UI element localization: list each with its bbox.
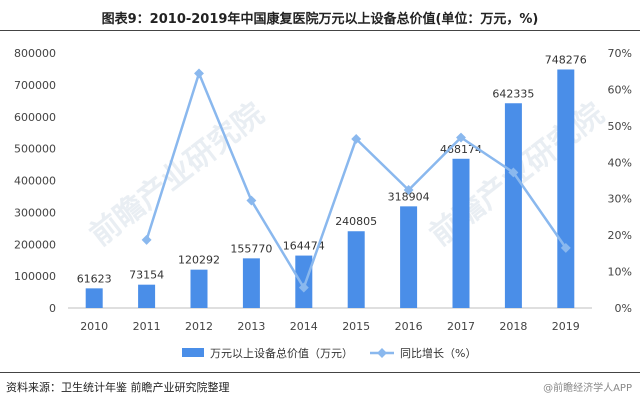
left-axis-tick-label: 600000 bbox=[14, 111, 56, 124]
bar bbox=[242, 258, 260, 308]
bar-data-label: 120292 bbox=[178, 254, 220, 267]
legend-bar-label: 万元以上设备总价值（万元） bbox=[210, 346, 353, 360]
right-axis-tick-label: 50% bbox=[608, 120, 632, 133]
left-axis-tick-label: 300000 bbox=[14, 206, 56, 219]
bar-data-label: 642335 bbox=[492, 87, 534, 100]
left-axis-tick-label: 400000 bbox=[14, 175, 56, 188]
x-axis-tick-label: 2019 bbox=[552, 320, 580, 333]
left-axis-tick-label: 200000 bbox=[14, 238, 56, 251]
x-axis-tick-label: 2010 bbox=[80, 320, 108, 333]
growth-point-marker bbox=[298, 282, 309, 293]
right-axis-tick-label: 20% bbox=[608, 229, 632, 242]
bar-data-label: 164474 bbox=[283, 240, 325, 253]
bar bbox=[557, 69, 575, 308]
bar bbox=[295, 255, 313, 308]
legend-line-marker bbox=[377, 348, 387, 358]
bar bbox=[347, 231, 365, 308]
x-axis-tick-label: 2014 bbox=[290, 320, 318, 333]
right-axis: 0% 10% 20% 30% 40% 50% 60% 70% bbox=[608, 47, 632, 315]
growth-point-marker bbox=[141, 234, 152, 245]
x-axis-tick-label: 2015 bbox=[342, 320, 370, 333]
bar bbox=[504, 103, 522, 308]
growth-point-marker bbox=[560, 242, 571, 253]
bar-data-labels: 61623 73154 120292 155770 164474 240805 318904… bbox=[77, 53, 587, 285]
growth-point-marker bbox=[403, 185, 414, 195]
growth-point-marker bbox=[194, 68, 204, 79]
bar-data-label: 240805 bbox=[335, 215, 377, 228]
legend-line-label: 同比增长（%） bbox=[400, 346, 476, 360]
right-axis-tick-label: 60% bbox=[608, 83, 632, 96]
app-mark: @前瞻经济学人APP bbox=[543, 383, 632, 394]
growth-point-marker bbox=[246, 195, 257, 206]
bar bbox=[138, 284, 156, 308]
x-axis: 2010 2011 2012 2013 2014 2015 2016 2017 2018 2019 bbox=[80, 320, 580, 333]
bar-series bbox=[85, 69, 575, 308]
left-axis-tick-label: 0 bbox=[49, 302, 56, 315]
growth-line-series bbox=[141, 68, 571, 293]
bar-data-label: 318904 bbox=[388, 190, 430, 203]
x-axis-tick-label: 2017 bbox=[447, 320, 475, 333]
legend-bar-swatch bbox=[182, 348, 204, 357]
footer-rule bbox=[0, 372, 640, 373]
x-axis-tick-label: 2016 bbox=[395, 320, 423, 333]
left-axis-tick-label: 800000 bbox=[14, 47, 56, 60]
growth-point-marker bbox=[351, 134, 362, 144]
left-axis: 0 100000 200000 300000 400000 500000 600000 700… bbox=[14, 47, 56, 315]
left-axis-tick-label: 700000 bbox=[14, 79, 56, 92]
x-axis-tick-label: 2013 bbox=[237, 320, 265, 333]
bar bbox=[452, 158, 470, 308]
bar bbox=[190, 269, 208, 308]
bar-data-label: 155770 bbox=[230, 242, 272, 255]
growth-point-marker bbox=[456, 132, 466, 143]
left-axis-tick-label: 500000 bbox=[14, 143, 56, 156]
right-axis-tick-label: 70% bbox=[608, 47, 632, 60]
right-axis-tick-label: 10% bbox=[608, 266, 632, 279]
source-note: 资料来源：卫生统计年鉴 前瞻产业研究院整理 bbox=[6, 381, 230, 394]
left-axis-tick-label: 100000 bbox=[14, 270, 56, 283]
x-axis-tick-label: 2011 bbox=[133, 320, 161, 333]
x-axis-tick-label: 2012 bbox=[185, 320, 213, 333]
bar-data-label: 73154 bbox=[129, 269, 164, 282]
right-axis-tick-label: 40% bbox=[608, 156, 632, 169]
bar bbox=[400, 206, 418, 308]
bar-data-label: 61623 bbox=[77, 272, 112, 285]
title-rule bbox=[0, 30, 640, 31]
bar-data-label: 748276 bbox=[545, 53, 587, 66]
right-axis-tick-label: 30% bbox=[608, 193, 632, 206]
bar bbox=[85, 288, 103, 308]
x-axis-tick-label: 2018 bbox=[499, 320, 527, 333]
right-axis-tick-label: 0% bbox=[615, 302, 632, 315]
growth-point-marker bbox=[508, 167, 519, 178]
legend: 万元以上设备总价值（万元） 同比增长（%） bbox=[182, 346, 476, 360]
chart-title: 图表9：2010-2019年中国康复医院万元以上设备总价值(单位：万元，%) bbox=[101, 12, 539, 27]
